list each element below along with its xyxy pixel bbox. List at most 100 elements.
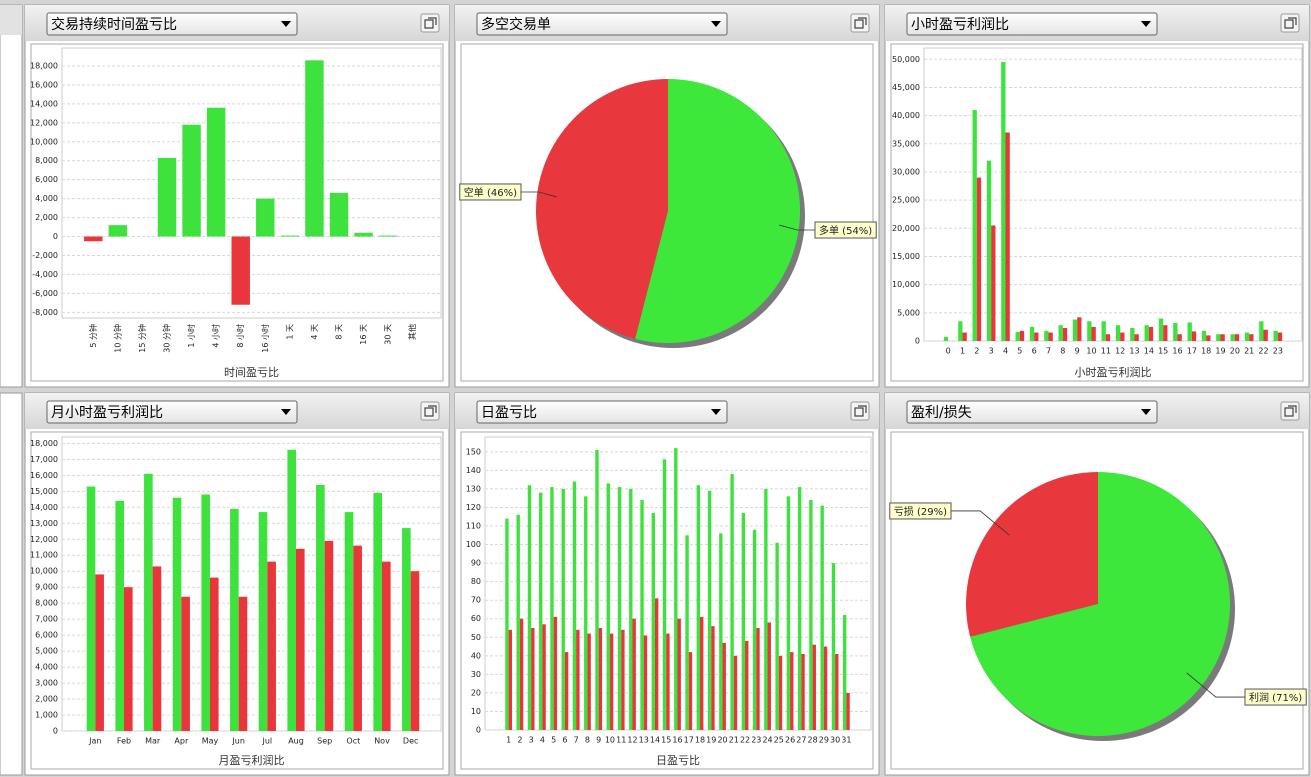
bar — [598, 628, 603, 730]
x-tick-label: 14 — [650, 736, 660, 745]
y-tick-label: 130 — [466, 484, 481, 493]
pie-value-label: 多单 (54%) — [819, 224, 872, 237]
bar — [1163, 325, 1168, 341]
bar — [1234, 334, 1240, 341]
y-tick-label: 30,000 — [892, 167, 920, 176]
bar — [210, 577, 219, 731]
bar — [958, 321, 963, 341]
x-tick-label: 9 — [1075, 347, 1080, 356]
pie-label: 空单 (46%) — [459, 183, 522, 201]
x-tick-label: 4 — [540, 736, 545, 745]
bar — [786, 496, 791, 730]
x-tick-label: 1 小时 — [186, 324, 196, 348]
bar — [256, 198, 275, 237]
x-tick-label: 12 — [627, 736, 637, 745]
bar — [685, 535, 689, 730]
bar — [733, 655, 738, 730]
bar — [632, 618, 636, 730]
bar — [267, 561, 276, 731]
y-tick-label: 10,000 — [30, 137, 58, 146]
bar — [296, 548, 305, 731]
maximize-glyph — [1284, 17, 1297, 29]
bar — [674, 448, 678, 730]
bar — [542, 624, 546, 730]
bar — [572, 481, 577, 730]
x-tick-label: 25 — [774, 736, 784, 745]
label-box — [889, 502, 952, 520]
y-tick-label: 14,000 — [30, 503, 58, 512]
bar — [976, 177, 982, 341]
bar — [775, 542, 779, 730]
dropdown-arrow — [1141, 21, 1151, 27]
x-tick-label: 9 — [596, 736, 601, 745]
dropdown-arrow — [281, 21, 291, 27]
bar — [584, 496, 588, 730]
y-tick-label: 120 — [466, 503, 481, 512]
bar — [835, 653, 839, 730]
bar — [722, 642, 726, 730]
bar — [287, 449, 296, 731]
x-tick-label: 22 — [740, 736, 750, 745]
bar — [609, 633, 614, 730]
bar — [373, 492, 382, 731]
x-axis-label: 日盈亏比 — [656, 754, 700, 767]
pie-label: 多单 (54%) — [814, 221, 877, 239]
pie-slice — [635, 79, 800, 343]
bar — [764, 488, 768, 730]
x-tick-label: 16 小时 — [260, 324, 270, 353]
x-tick-label: 8 — [585, 736, 590, 745]
bar — [688, 652, 693, 730]
x-tick-label: 15 — [1158, 347, 1168, 356]
maximize-glyph — [424, 405, 437, 417]
bar — [1015, 331, 1020, 341]
y-tick-label: 20 — [471, 688, 481, 697]
y-tick-label: 4,000 — [35, 194, 58, 203]
bar — [846, 692, 850, 730]
bar — [790, 652, 794, 730]
dropdown-arrow — [281, 409, 291, 415]
dropdown-text: 月小时盈亏利润比 — [51, 405, 163, 421]
y-tick-label: 0 — [476, 726, 481, 735]
y-tick-label: 9,000 — [35, 583, 58, 592]
x-tick-label: 10 — [1086, 347, 1096, 356]
y-tick-label: 8,000 — [35, 156, 58, 165]
x-tick-label: 27 — [796, 736, 806, 745]
x-tick-label: 其他 — [407, 324, 417, 340]
y-tick-label: 3,000 — [35, 679, 58, 688]
bar — [1058, 325, 1063, 341]
bar — [280, 235, 300, 237]
x-tick-label: 2 — [974, 347, 979, 356]
x-tick-label: 13 — [639, 736, 649, 745]
pie-label: 利润 (71%) — [1244, 688, 1307, 706]
y-tick-label: 70 — [471, 596, 481, 605]
x-tick-label: 6 — [562, 736, 567, 745]
x-tick-label: 0 — [946, 347, 951, 356]
y-tick-label: 7,000 — [35, 615, 58, 624]
bar — [1115, 325, 1121, 341]
bar — [640, 500, 644, 730]
bar — [812, 644, 816, 730]
x-axis-label: 时间盈亏比 — [224, 366, 279, 379]
bar — [115, 500, 124, 731]
bar — [1158, 318, 1164, 341]
bar — [1001, 62, 1006, 341]
bar — [1244, 332, 1250, 341]
bar — [595, 449, 599, 730]
y-tick-label: 150 — [466, 447, 481, 456]
x-tick-label: 20 — [717, 736, 727, 745]
x-tick-label: 5 — [1017, 347, 1022, 356]
bar — [831, 563, 836, 730]
y-tick-label: 140 — [466, 466, 481, 475]
dropdown-text: 日盈亏比 — [481, 405, 537, 421]
bar — [662, 459, 667, 730]
pie-label: 亏损 (29%) — [889, 502, 952, 520]
dropdown — [476, 12, 728, 36]
x-tick-label: 17 — [684, 736, 694, 745]
bar — [84, 236, 103, 242]
bar — [519, 618, 524, 730]
x-tick-label: 5 — [551, 736, 556, 745]
x-tick-label: 1 — [506, 736, 511, 745]
y-tick-label: 8,000 — [35, 599, 58, 608]
y-tick-label: 30 — [471, 670, 481, 679]
bar — [1206, 335, 1211, 341]
